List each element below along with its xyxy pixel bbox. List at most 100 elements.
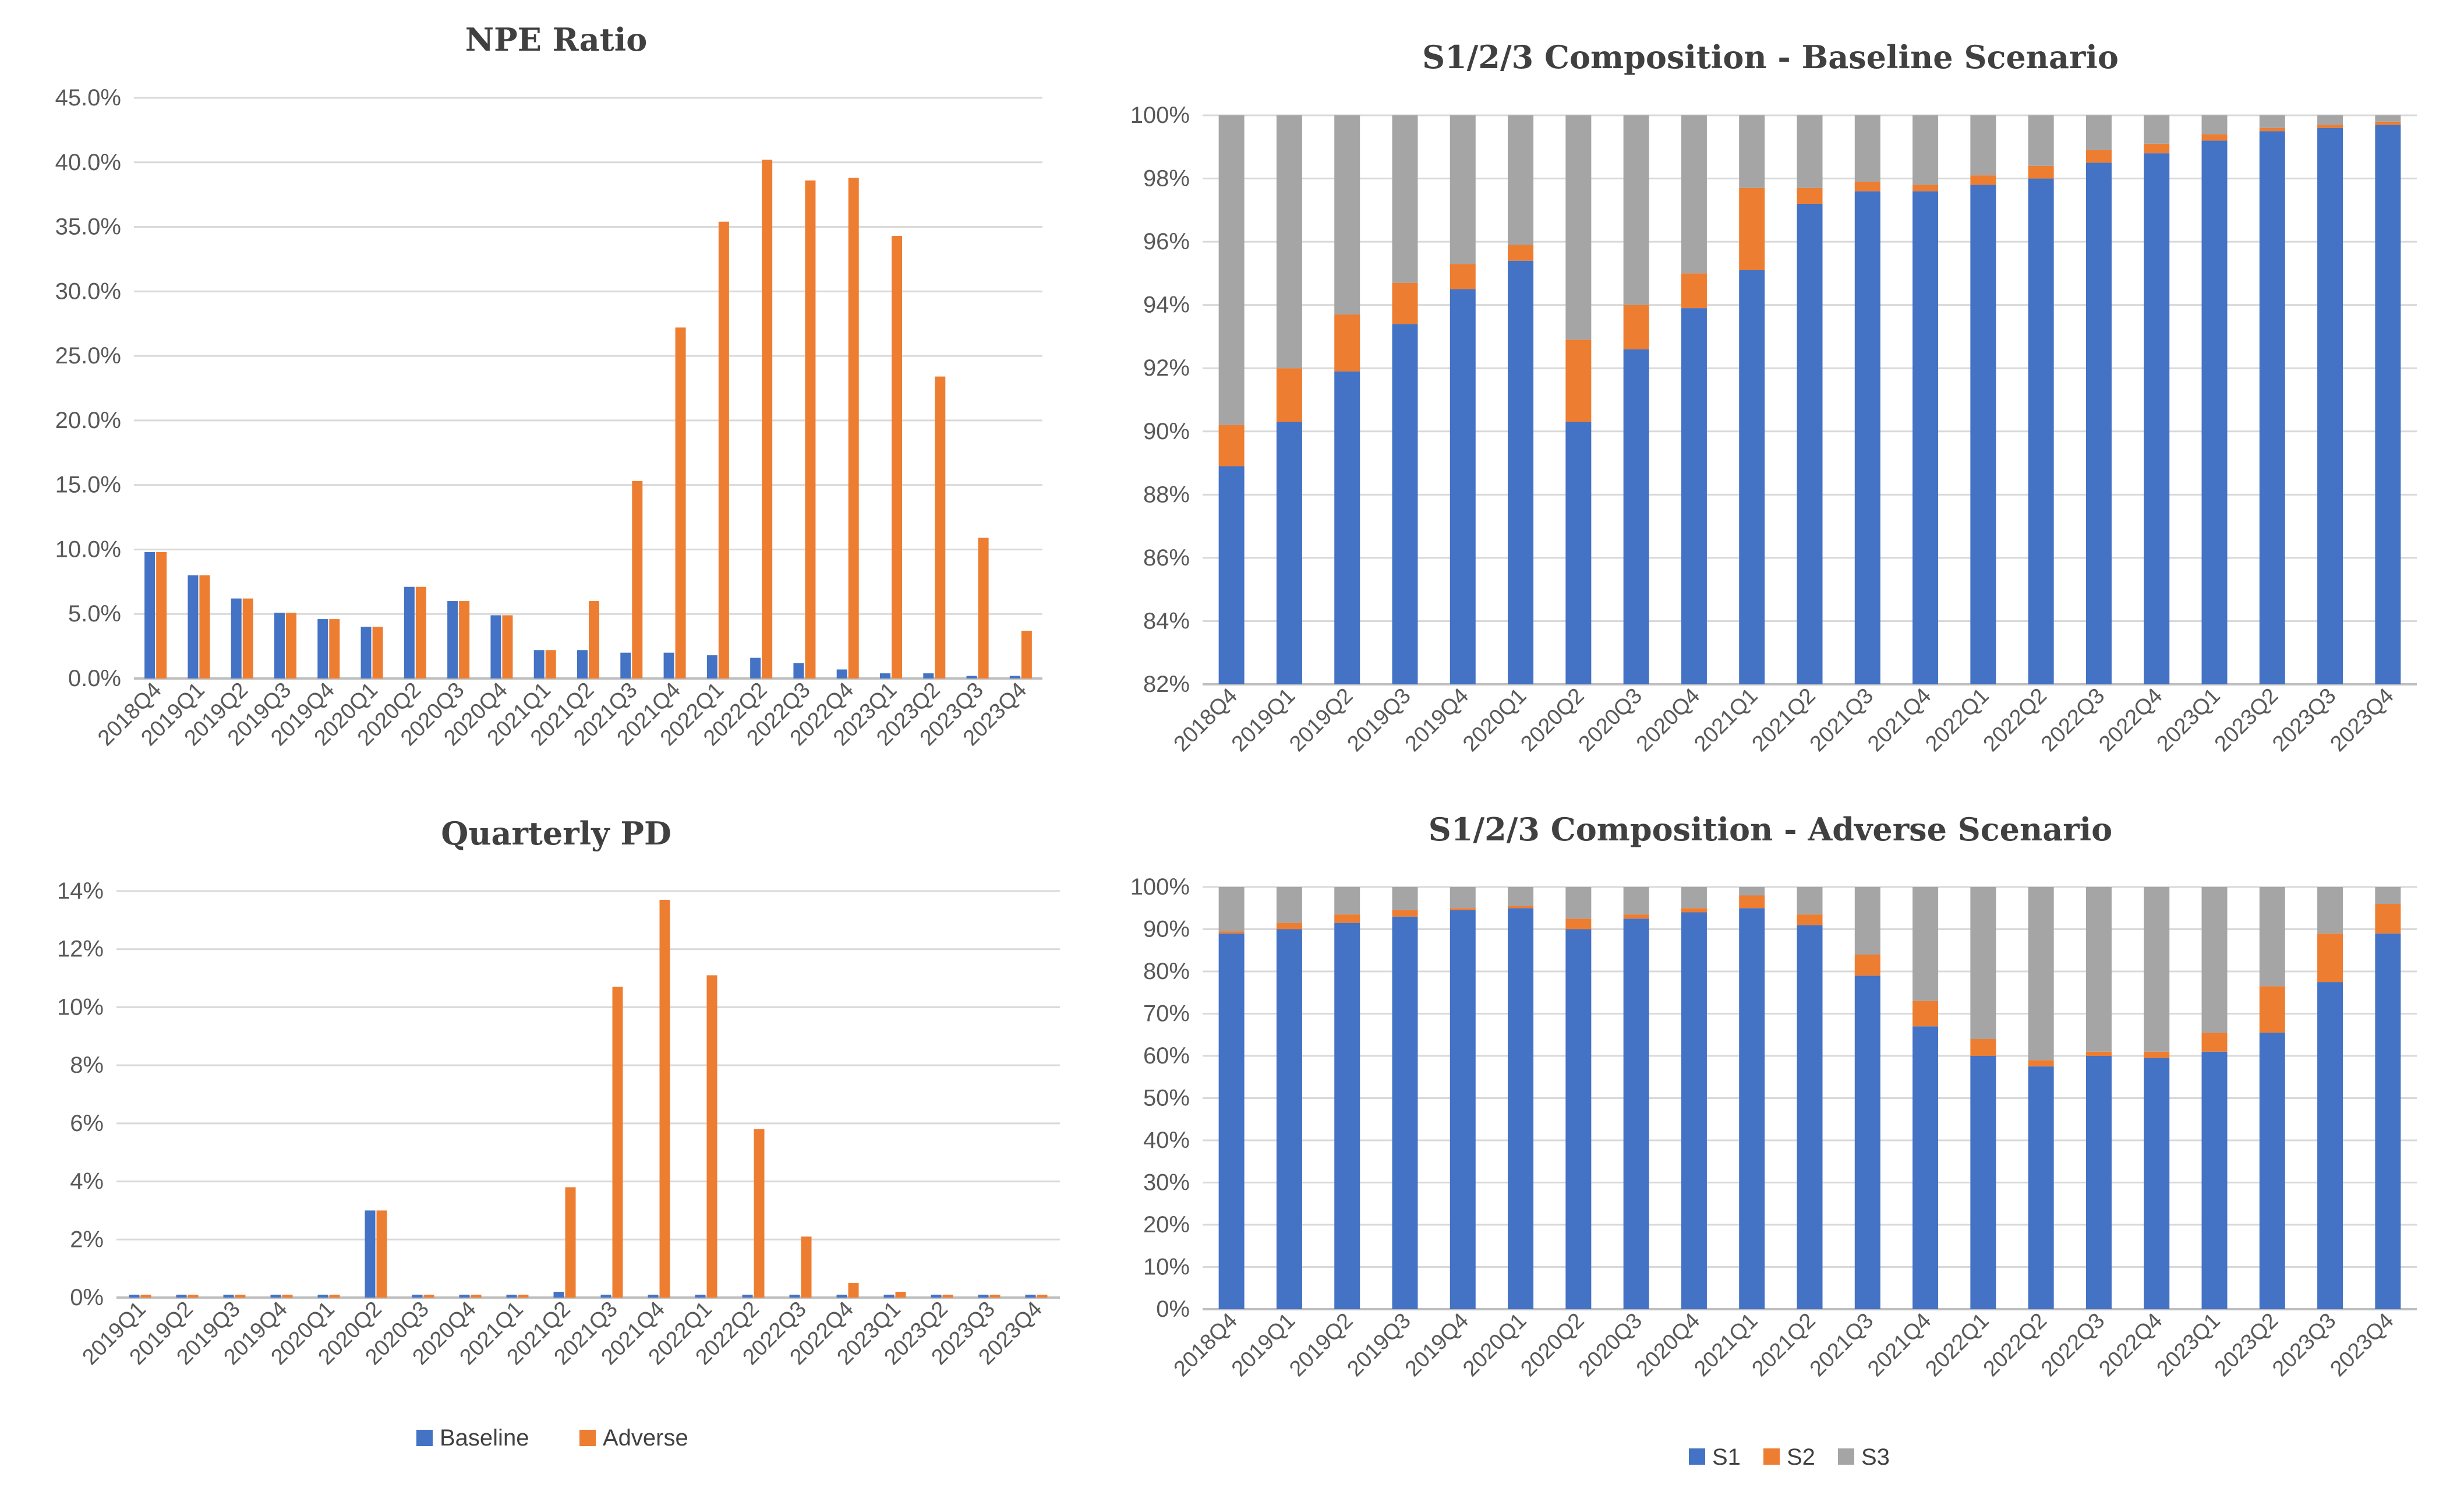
npe-bar-baseline-2020Q3 <box>447 601 458 678</box>
legend-swatch-s3 <box>1838 1448 1854 1465</box>
baseline-bar-s3-2022Q2 <box>2028 115 2054 166</box>
pd-y-tick-label: 6% <box>70 1111 104 1136</box>
pd-bar-baseline-2022Q2 <box>742 1295 753 1298</box>
pd-bar-adverse-2022Q4 <box>848 1283 859 1298</box>
pd-bar-adverse-2023Q2 <box>942 1295 953 1298</box>
baseline-x-tick-label: 2020Q4 <box>1632 684 1705 757</box>
legend-label-s3: S3 <box>1861 1444 1890 1470</box>
pd-bar-adverse-2019Q2 <box>188 1295 199 1298</box>
adverse-x-tick-label: 2022Q1 <box>1921 1309 1993 1381</box>
npe-ratio-title: NPE Ratio <box>465 21 648 58</box>
npe-bar-baseline-2021Q2 <box>577 650 588 678</box>
adverse-bar-s1-2022Q3 <box>2085 1056 2112 1309</box>
baseline-bar-s2-2021Q2 <box>1797 188 1823 204</box>
adverse-bar-s1-2020Q4 <box>1681 912 1707 1309</box>
adverse-bar-s1-2019Q1 <box>1276 929 1302 1309</box>
pd-bar-adverse-2021Q2 <box>565 1187 576 1298</box>
npe-y-tick-label: 30.0% <box>55 278 121 304</box>
baseline-x-tick-label: 2022Q1 <box>1921 684 1993 757</box>
adverse-bar-s1-2022Q4 <box>2144 1058 2170 1309</box>
baseline-bar-s1-2023Q1 <box>2201 140 2228 684</box>
npe-bar-baseline-2021Q1 <box>533 650 545 678</box>
adverse-bar-s2-2021Q2 <box>1797 914 1823 925</box>
npe-ratio-chart: NPE Ratio 0.0% 5.0% 10.0% 15.0% 20.0% 25.0% 30… <box>55 21 1042 751</box>
npe-bar-adverse-2018Q4 <box>156 552 167 678</box>
pd-bar-adverse-2022Q3 <box>801 1236 812 1298</box>
adverse-bar-s2-2023Q2 <box>2259 986 2285 1033</box>
baseline-y-tick-label: 84% <box>1143 608 1190 634</box>
baseline-bar-s2-2022Q1 <box>1970 175 1996 185</box>
npe-bar-baseline-2021Q4 <box>663 652 674 678</box>
npe-bar-baseline-2022Q1 <box>706 655 717 678</box>
quarterly-pd-title: Quarterly PD <box>441 815 671 852</box>
pd-bar-baseline-2021Q3 <box>600 1295 611 1298</box>
baseline-bar-s1-2019Q4 <box>1450 289 1476 684</box>
adverse-bar-s3-2018Q4 <box>1218 887 1245 932</box>
adverse-y-tick-label: 30% <box>1143 1170 1190 1196</box>
adverse-bar-s3-2021Q4 <box>1912 887 1939 1001</box>
baseline-bar-s2-2020Q2 <box>1565 340 1592 422</box>
adverse-bar-s1-2023Q4 <box>2375 933 2401 1309</box>
adverse-bar-s2-2019Q4 <box>1450 908 1476 910</box>
adverse-bar-s3-2021Q1 <box>1739 887 1765 896</box>
npe-y-tick-label: 10.0% <box>55 536 121 562</box>
adverse-y-tick-label: 0% <box>1156 1296 1190 1322</box>
npe-bar-baseline-2022Q2 <box>750 658 761 678</box>
adverse-y-tick-label: 10% <box>1143 1254 1190 1280</box>
adverse-bar-s3-2022Q2 <box>2028 887 2054 1061</box>
baseline-x-tick-label: 2020Q2 <box>1516 684 1589 757</box>
baseline-bar-s3-2023Q1 <box>2201 115 2228 135</box>
adverse-bar-s1-2023Q1 <box>2201 1051 2228 1309</box>
npe-bar-adverse-2020Q3 <box>459 601 470 678</box>
baseline-bar-s2-2020Q1 <box>1508 245 1534 261</box>
legend-swatch-adverse <box>579 1430 596 1446</box>
quarterly-pd-chart: Quarterly PD Baseline Adverse 0% 2% 4% 6% 8%… <box>57 815 1060 1451</box>
npe-bar-adverse-2019Q1 <box>199 575 210 678</box>
baseline-x-tick-label: 2022Q2 <box>1979 684 2052 757</box>
pd-bar-adverse-2020Q1 <box>329 1295 340 1298</box>
pd-bar-baseline-2020Q2 <box>365 1210 376 1298</box>
baseline-bar-s1-2020Q2 <box>1565 422 1592 684</box>
pd-bar-adverse-2021Q4 <box>659 899 670 1298</box>
npe-bar-baseline-2020Q4 <box>490 615 501 678</box>
baseline-bar-s2-2019Q1 <box>1276 368 1302 422</box>
baseline-bar-s2-2023Q3 <box>2317 125 2343 128</box>
adverse-bar-s2-2020Q4 <box>1681 908 1707 913</box>
pd-y-tick-label: 4% <box>70 1169 104 1194</box>
baseline-bar-s1-2020Q4 <box>1681 308 1707 684</box>
baseline-bar-s1-2023Q4 <box>2375 125 2401 685</box>
pd-y-tick-label: 2% <box>70 1227 104 1252</box>
pd-bar-baseline-2019Q3 <box>223 1295 234 1298</box>
baseline-bar-s1-2022Q1 <box>1970 185 1996 684</box>
pd-bar-baseline-2022Q4 <box>836 1295 847 1298</box>
baseline-bar-s1-2022Q4 <box>2144 153 2170 685</box>
baseline-bar-s1-2019Q3 <box>1392 324 1418 684</box>
pd-bar-adverse-2019Q4 <box>282 1295 293 1298</box>
baseline-x-tick-label: 2019Q1 <box>1227 684 1300 757</box>
baseline-bar-s1-2018Q4 <box>1218 466 1245 684</box>
baseline-bar-s3-2019Q1 <box>1276 115 1302 369</box>
baseline-x-tick-label: 2019Q4 <box>1401 684 1473 757</box>
baseline-x-tick-label: 2021Q1 <box>1689 684 1762 757</box>
pd-y-tick-label: 14% <box>57 878 104 904</box>
baseline-bar-s3-2020Q2 <box>1565 115 1592 340</box>
baseline-bar-s2-2022Q3 <box>2085 150 2112 163</box>
adverse-bar-s1-2020Q1 <box>1508 908 1534 1309</box>
npe-bar-baseline-2020Q2 <box>404 586 415 678</box>
legend-label-baseline: Baseline <box>440 1425 529 1451</box>
pd-bar-baseline-2023Q4 <box>1025 1295 1036 1298</box>
adverse-x-tick-label: 2019Q2 <box>1285 1309 1358 1381</box>
adverse-x-tick-label: 2021Q3 <box>1805 1309 1878 1381</box>
pd-bar-adverse-2019Q1 <box>140 1295 151 1298</box>
npe-bar-adverse-2019Q2 <box>242 598 253 678</box>
pd-bar-baseline-2022Q1 <box>695 1295 706 1298</box>
baseline-y-tick-label: 90% <box>1143 419 1190 444</box>
baseline-bar-s3-2023Q4 <box>2375 115 2401 122</box>
adverse-bar-s1-2020Q2 <box>1565 929 1592 1309</box>
adverse-x-tick-label: 2020Q3 <box>1574 1309 1647 1381</box>
npe-bar-adverse-2020Q1 <box>372 627 383 678</box>
adverse-x-tick-label: 2019Q4 <box>1401 1309 1473 1381</box>
baseline-bar-s1-2023Q2 <box>2259 131 2285 684</box>
pd-bar-baseline-2021Q2 <box>553 1292 564 1298</box>
adverse-x-tick-label: 2019Q1 <box>1227 1309 1300 1381</box>
